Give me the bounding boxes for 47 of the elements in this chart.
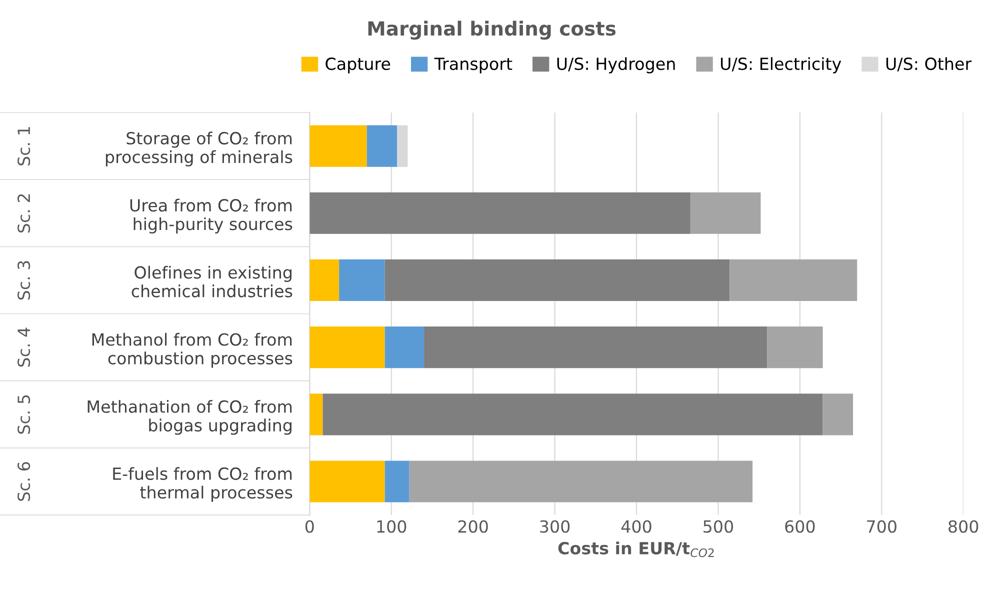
chart-title: Marginal binding costs	[368, 20, 616, 40]
bar	[310, 125, 367, 167]
x-tick-label: 200	[458, 520, 488, 533]
x-tick-label: 400	[621, 520, 652, 533]
text: Sc. 3	[18, 261, 30, 300]
x-tick-label: 100	[377, 520, 406, 533]
x-axis-title: Costs in EUR/t$_{CO2}$	[558, 542, 714, 558]
bar	[384, 259, 730, 302]
legend-label: Capture	[326, 57, 390, 74]
bar	[310, 460, 385, 502]
bar	[822, 394, 854, 436]
bar	[409, 460, 753, 502]
x-tick-label: 600	[785, 520, 815, 533]
bar	[730, 259, 858, 302]
bar	[424, 326, 768, 368]
y-tick-label: Storage of CO₂ from processing of minerals	[106, 132, 292, 166]
y-tick-label: Olefines in existing chemical industries	[132, 266, 292, 298]
x-tick-label: 0	[305, 520, 314, 533]
y-tick-label: E-fuels from CO₂ from thermal processes	[113, 467, 292, 502]
legend-label: U/S: Electricity	[720, 57, 842, 74]
bar	[384, 460, 410, 502]
bar	[397, 125, 408, 167]
legend-label: Transport	[434, 58, 512, 74]
text: Sc. 2	[18, 194, 30, 232]
x-tick-label: 800	[948, 520, 978, 533]
legend-label: U/S: Other	[886, 57, 972, 72]
y-tick-label: Urea from CO₂ from high-purity sources	[130, 198, 292, 234]
bar	[339, 259, 385, 302]
bar	[310, 394, 323, 436]
bar	[310, 192, 690, 234]
bar	[690, 192, 761, 234]
text: Sc. 4	[18, 328, 30, 367]
x-tick-label: 700	[867, 520, 896, 533]
x-tick-label: 500	[704, 520, 734, 533]
bar	[310, 259, 340, 302]
text: Sc. 6	[18, 462, 30, 501]
bar	[767, 326, 823, 368]
bar	[384, 326, 424, 368]
bar	[322, 394, 823, 436]
text: Sc. 5	[18, 395, 30, 434]
y-tick-label: Methanol from CO₂ from combustion processes	[92, 332, 292, 368]
bar	[310, 326, 385, 368]
y-tick-label: Methanation of CO₂ from biogas upgrading	[88, 400, 292, 435]
x-tick-label: 300	[540, 520, 570, 533]
legend-label: U/S: Hydrogen	[557, 57, 675, 74]
bar	[366, 125, 398, 167]
text: Sc. 1	[18, 127, 30, 166]
